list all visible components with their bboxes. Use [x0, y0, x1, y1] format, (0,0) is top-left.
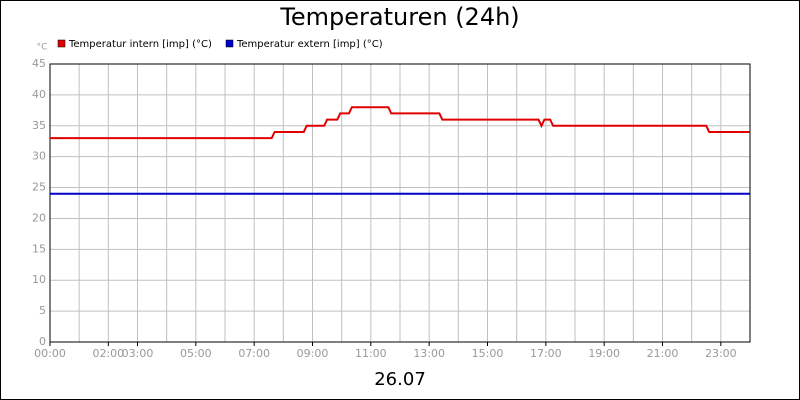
- y-tick-label: 20: [32, 211, 46, 224]
- x-tick-label: 17:00: [530, 347, 562, 360]
- x-tick-label: 21:00: [647, 347, 679, 360]
- x-tick-label: 07:00: [238, 347, 270, 360]
- y-tick-label: 15: [32, 242, 46, 255]
- plot-border: [49, 63, 751, 343]
- series-line: [50, 106, 750, 140]
- chart-title: Temperaturen (24h): [279, 3, 519, 31]
- y-tick-label: 30: [32, 150, 46, 163]
- x-tick-label: 15:00: [472, 347, 504, 360]
- y-tick-label: 45: [32, 57, 46, 70]
- x-tick-label: 19:00: [588, 347, 620, 360]
- x-tick-label: 02:00: [92, 347, 124, 360]
- y-tick-label: 35: [32, 119, 46, 132]
- y-tick-label: 40: [32, 88, 46, 101]
- legend-swatch: [225, 39, 234, 48]
- x-tick-label: 09:00: [297, 347, 329, 360]
- legend-label: Temperatur intern [imp] (°C): [68, 39, 212, 50]
- x-tick-label: 00:00: [34, 347, 66, 360]
- x-tick-label: 23:00: [705, 347, 737, 360]
- y-tick-label: 5: [39, 304, 46, 317]
- x-caption: 26.07: [374, 369, 426, 390]
- y-tick-label: 10: [32, 273, 46, 286]
- y-unit: °C: [37, 43, 48, 53]
- x-tick-label: 13:00: [413, 347, 445, 360]
- x-tick-label: 03:00: [122, 347, 154, 360]
- legend-swatch: [57, 39, 66, 48]
- x-tick-label: 11:00: [355, 347, 387, 360]
- x-tick-label: 05:00: [180, 347, 212, 360]
- y-tick-label: 0: [39, 335, 46, 348]
- y-tick-label: 25: [32, 181, 46, 194]
- legend-label: Temperatur extern [imp] (°C): [236, 39, 383, 50]
